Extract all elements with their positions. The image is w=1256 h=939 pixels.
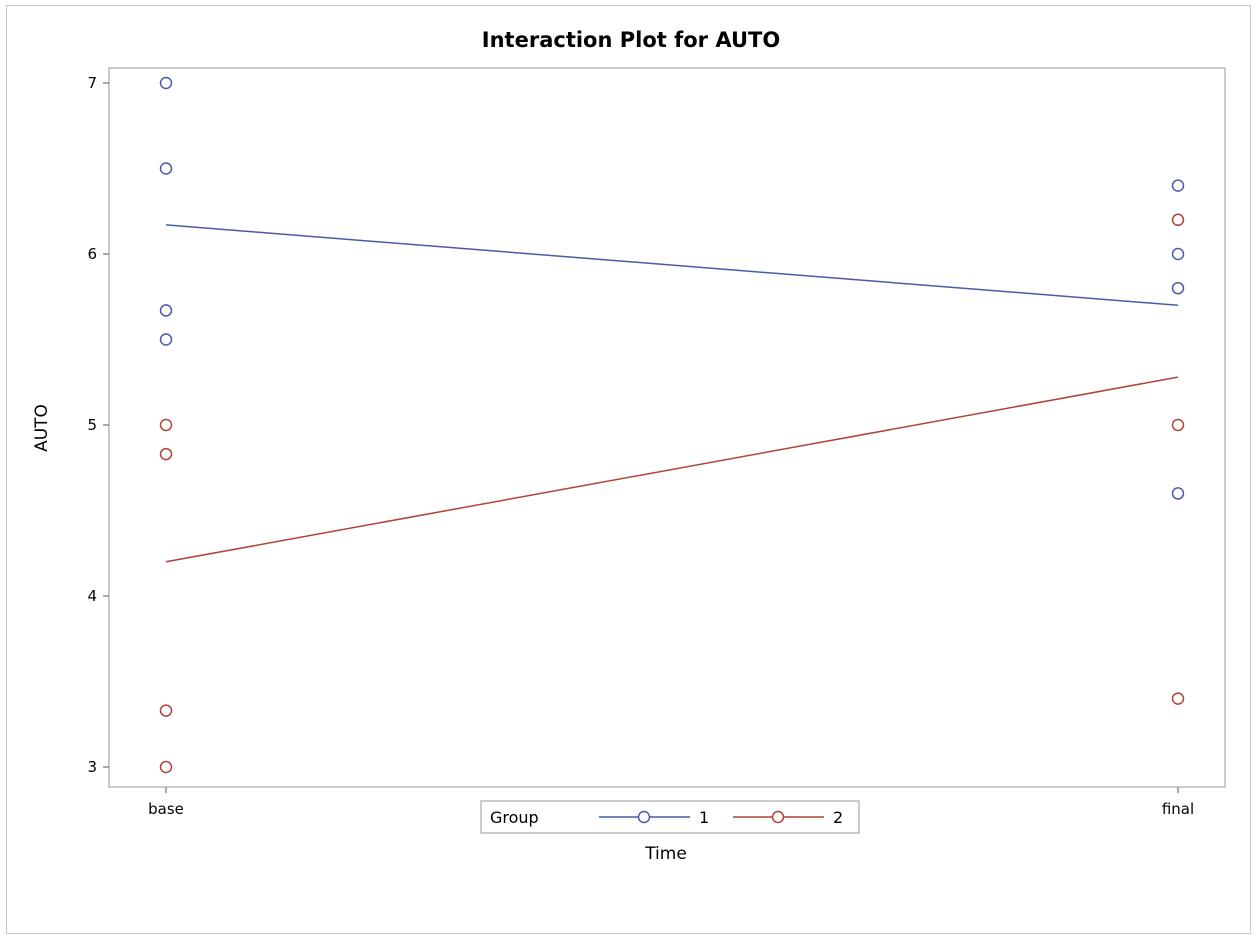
data-point bbox=[1171, 213, 1185, 227]
series-group-2 bbox=[159, 213, 1185, 774]
legend-marker-1 bbox=[637, 810, 651, 824]
x-axis: base final bbox=[148, 787, 1194, 818]
data-point bbox=[159, 760, 173, 774]
data-point bbox=[159, 76, 173, 90]
series-layer bbox=[159, 76, 1185, 774]
data-point bbox=[1171, 418, 1185, 432]
y-tick-label: 5 bbox=[87, 416, 97, 434]
legend-title: Group bbox=[490, 808, 539, 827]
series-line-2 bbox=[165, 376, 1179, 563]
x-tick-label: base bbox=[148, 800, 184, 818]
data-point bbox=[159, 418, 173, 432]
data-point bbox=[1171, 247, 1185, 261]
data-point bbox=[1171, 692, 1185, 705]
data-point bbox=[1171, 281, 1185, 295]
chart-frame: Interaction Plot for AUTO 3 4 5 6 7 base fina… bbox=[6, 5, 1251, 934]
legend-label-2: 2 bbox=[833, 808, 843, 827]
y-tick-label: 3 bbox=[87, 758, 97, 776]
plot-area bbox=[108, 67, 1226, 788]
data-point bbox=[159, 447, 173, 461]
series-line-1 bbox=[165, 224, 1179, 307]
series-group-1 bbox=[159, 76, 1185, 500]
data-point bbox=[159, 162, 173, 175]
y-tick-label: 7 bbox=[87, 74, 97, 92]
data-point bbox=[159, 704, 173, 717]
x-tick-label: final bbox=[1162, 800, 1194, 818]
y-tick-label: 4 bbox=[87, 587, 97, 605]
interaction-plot: Interaction Plot for AUTO 3 4 5 6 7 base fina… bbox=[32, 28, 1226, 864]
chart-title: Interaction Plot for AUTO bbox=[482, 28, 780, 52]
y-axis-label: AUTO bbox=[32, 404, 52, 452]
y-axis: 3 4 5 6 7 bbox=[87, 74, 109, 776]
legend-marker-2 bbox=[771, 810, 785, 824]
data-point bbox=[1171, 179, 1185, 192]
legend-label-1: 1 bbox=[699, 808, 709, 827]
data-point bbox=[159, 333, 173, 346]
data-point bbox=[1171, 487, 1185, 500]
data-point bbox=[159, 304, 173, 317]
y-tick-label: 6 bbox=[87, 245, 97, 263]
x-axis-label: Time bbox=[644, 844, 687, 864]
